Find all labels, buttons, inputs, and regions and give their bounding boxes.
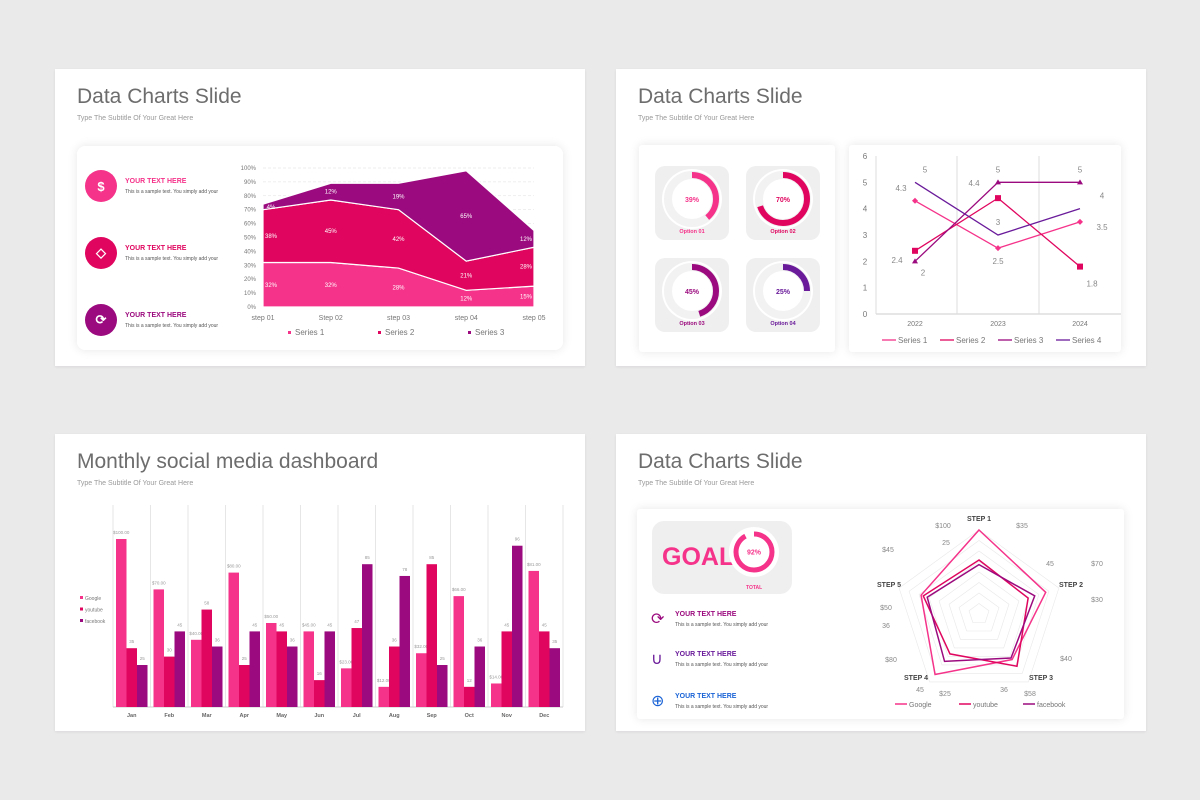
slide-goal-radar: Data Charts Slide Type The Subtitle Of Y… (616, 434, 1146, 731)
target-icon: ⊕ (651, 693, 665, 710)
item-text: This is a sample text. You simply add yo… (675, 661, 769, 668)
slide-title: Data Charts Slide (77, 85, 242, 108)
radar-panel: GOAL TOTAL ⟳ YOUR TEXT HERE This is a sam… (637, 509, 1124, 719)
dollar-cycle-icon: ⟳ (85, 304, 117, 336)
item-heading: YOUR TEXT HERE (675, 650, 737, 658)
magnet-icon: ∪ (651, 651, 663, 668)
slide-area-chart: Data Charts Slide Type The Subtitle Of Y… (55, 69, 585, 366)
info-item: $ YOUR TEXT HERE This is a sample text. Y… (85, 170, 218, 202)
info-item: ⟳ YOUR TEXT HERE This is a sample text. Y… (85, 304, 218, 336)
info-item: ∪ YOUR TEXT HERE This is a sample text. Y… (651, 649, 768, 669)
item-heading: YOUR TEXT HERE (675, 610, 737, 618)
item-text: This is a sample text. You simply add yo… (125, 188, 219, 195)
item-text: This is a sample text. You simply add yo… (125, 255, 219, 262)
item-heading: YOUR TEXT HERE (125, 311, 187, 319)
item-text: This is a sample text. You simply add yo… (125, 322, 219, 329)
slide-subtitle: Type The Subtitle Of Your Great Here (77, 480, 194, 487)
item-heading: YOUR TEXT HERE (125, 177, 187, 185)
item-text: This is a sample text. You simply add yo… (675, 621, 769, 628)
slide-bar-chart: Monthly social media dashboard Type The … (55, 434, 585, 731)
chart-panel: $ YOUR TEXT HERE This is a sample text. Y… (77, 146, 563, 350)
slide-title: Data Charts Slide (638, 450, 803, 473)
slide-donut-line: Data Charts Slide Type The Subtitle Of Y… (616, 69, 1146, 366)
goal-card: GOAL TOTAL (652, 521, 792, 594)
slide-subtitle: Type The Subtitle Of Your Great Here (77, 115, 194, 122)
item-heading: YOUR TEXT HERE (675, 692, 737, 700)
donut-panel (639, 145, 835, 352)
item-text: This is a sample text. You simply add yo… (675, 703, 769, 710)
item-heading: YOUR TEXT HERE (125, 244, 187, 252)
slide-title: Data Charts Slide (638, 85, 803, 108)
diamond-icon: ◇ (85, 237, 117, 269)
info-item: ⟳ YOUR TEXT HERE This is a sample text. Y… (651, 609, 768, 629)
slide-title: Monthly social media dashboard (77, 450, 379, 473)
goal-caption: TOTAL (746, 585, 763, 591)
info-item: ⊕ YOUR TEXT HERE This is a sample text. Y… (651, 691, 768, 711)
info-item: ◇ YOUR TEXT HERE This is a sample text. Y… (85, 237, 218, 269)
slide-subtitle: Type The Subtitle Of Your Great Here (638, 480, 755, 487)
slide-subtitle: Type The Subtitle Of Your Great Here (638, 115, 755, 122)
goal-label: GOAL (662, 543, 735, 571)
dollar-cycle-icon: ⟳ (651, 611, 665, 628)
line-chart-panel (849, 145, 1121, 352)
house-dollar-icon: $ (85, 170, 117, 202)
